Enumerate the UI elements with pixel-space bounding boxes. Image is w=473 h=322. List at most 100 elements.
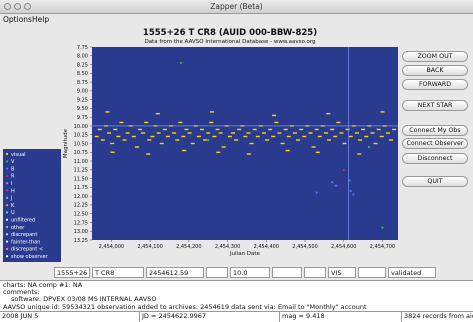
data-point-visual [315,151,320,153]
data-point-visual [181,135,186,138]
data-point-v [207,138,210,142]
data-point-visual [200,128,205,131]
y-axis-label: Magnitude [63,128,69,158]
data-point-visual [370,132,375,134]
control-panel: ZOOM OUT BACK FORWARD NEXT STAR Connect … [400,25,473,265]
blank-field-4[interactable] [358,267,386,278]
blank-field-1[interactable] [206,267,228,278]
forward-button[interactable]: FORWARD [402,79,468,90]
y-tick-label: 12.75 [74,220,88,226]
data-point-visual [212,135,217,138]
legend-marker [5,218,9,221]
legend-label: discrepant [11,232,37,238]
data-point-visual [215,128,220,131]
data-point-visual [141,132,146,134]
data-point-visual [357,153,362,155]
legend-marker [5,233,9,236]
x-axis-label: Julian Date [229,251,261,257]
data-point-visual [159,142,164,145]
x-tick-label: 2,454,000 [99,244,124,250]
data-point-v [381,226,384,229]
light-curve-plot[interactable]: 1555+26 T CR8 (AUID 000-BBW-825) Data fr… [0,25,400,265]
legend-marker [5,211,9,214]
star-name-field[interactable]: T CR8 [92,267,144,278]
y-tick-label: 13.25 [74,238,88,244]
blank-field-3[interactable] [304,267,326,278]
data-point-visual [385,132,390,134]
data-point-visual [97,128,102,131]
data-point-visual [277,132,282,134]
band-field[interactable]: VIS [328,267,356,278]
data-point-visual [230,132,235,134]
connect-my-obs-button[interactable]: Connect My Obs [402,125,468,136]
data-point-visual [342,142,347,145]
y-tick-label: 11.00 [74,159,88,165]
zoom-window-icon[interactable] [24,3,31,10]
data-point-visual [156,132,161,134]
julian-date-field[interactable]: 2454612.59 [146,267,204,278]
data-point-v [179,61,183,64]
data-point-visual [146,153,151,155]
quit-button[interactable]: QUIT [402,176,468,187]
back-button[interactable]: BACK [402,65,468,76]
data-point-visual [249,142,254,145]
magnitude-field[interactable]: 10.0 [230,267,270,278]
legend-marker [5,160,9,163]
observation-fields: 1555+26 T CR8 2454612.59 10.0 VIS valida… [0,265,473,280]
y-tick-label: 10.25 [74,133,88,139]
y-tick-label: 11.75 [74,185,88,191]
validation-status-field[interactable]: validated [388,267,436,278]
info-line-comments: comments: [3,288,40,296]
data-point-visual [317,135,322,138]
menu-help[interactable]: Help [32,15,50,24]
data-point-visual [299,128,304,131]
legend-marker [5,196,9,199]
data-point-visual [311,146,316,148]
zoom-out-button[interactable]: ZOOM OUT [402,51,468,62]
data-point-visual [280,142,285,145]
next-star-button[interactable]: NEXT STAR [402,100,468,111]
disconnect-button[interactable]: Disconnect [402,153,468,164]
legend-label: U [11,210,15,216]
info-line-charts: charts: NA comp #1: NA [3,281,83,289]
close-window-icon[interactable] [4,3,11,10]
data-point-visual [221,146,226,148]
star-id-field[interactable]: 1555+26 [54,267,90,278]
data-point-visual [243,135,248,138]
minimize-window-icon[interactable] [14,3,21,10]
blank-field-2[interactable] [272,267,302,278]
data-point-visual [314,128,319,131]
data-point-visual [392,128,397,131]
connect-observer-button[interactable]: Connect Observer [402,138,468,149]
legend-label: I [11,181,12,187]
data-point-visual [389,139,394,141]
data-point-visual [354,132,359,134]
data-point-visual [308,132,313,134]
plot-background [92,47,398,240]
y-tick-label: 12.00 [74,194,88,200]
data-point-visual [119,121,124,124]
data-point-visual [144,121,149,124]
data-point-visual [184,128,189,131]
data-point-visual [150,135,155,138]
data-point-visual [330,128,335,131]
legend-marker [5,182,9,185]
status-record-count: 3824 records from aid [404,312,473,320]
legend-marker [5,174,9,177]
menu-options[interactable]: Options [3,15,32,24]
y-tick-label: 11.25 [74,168,88,174]
chart-svg[interactable]: 7.75 8.00 8.25 8.50 8.75 9.00 9.25 9.50 9.75 10.0… [0,25,400,265]
legend-marker [5,167,9,170]
y-tick-label: 7.75 [77,45,88,51]
y-tick-label: 9.00 [77,89,88,95]
legend-label: V [11,159,15,165]
x-tick-label: 2,454,500 [292,244,317,250]
y-tick-label: 12.50 [74,211,88,217]
chart-title: 1555+26 T CR8 (AUID 000-BBW-825) [142,28,318,38]
status-date: 2008 JUN 5 [0,312,140,322]
data-point-visual [218,132,223,134]
y-tick-label: 8.25 [77,62,88,68]
data-point-visual [296,139,301,141]
data-point-visual [373,142,378,145]
data-point-visual [272,114,277,117]
